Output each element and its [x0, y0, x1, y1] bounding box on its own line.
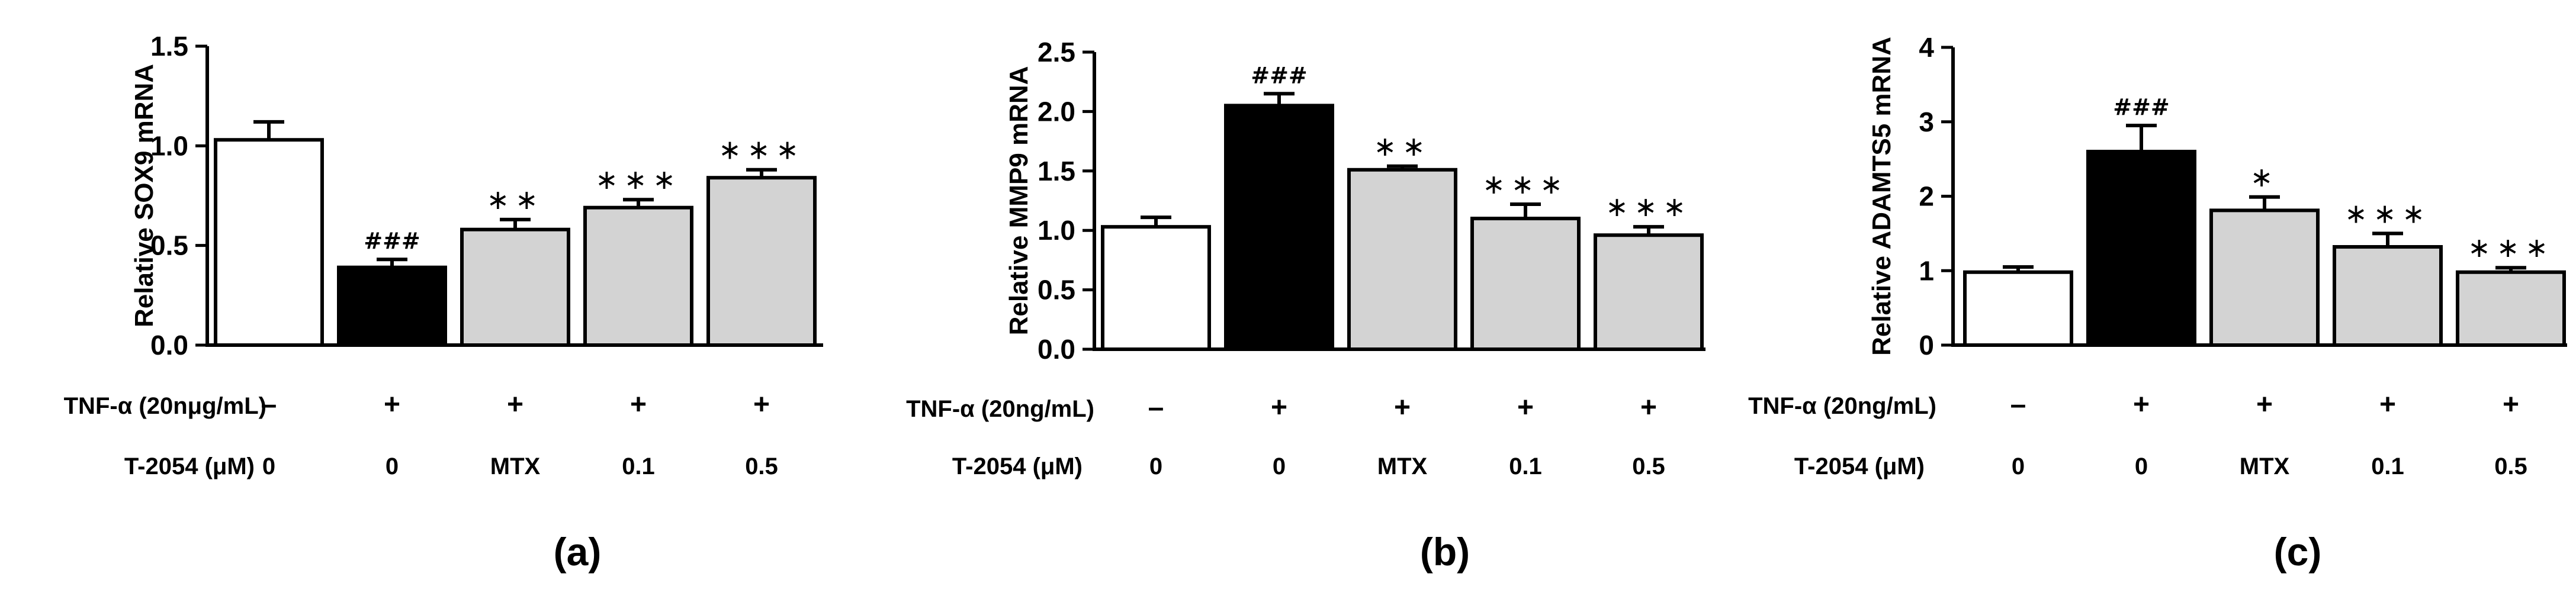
y-axis-title: Relative ADAMTS5 mRNA [1867, 37, 1896, 356]
significance-hash: ### [2113, 94, 2170, 120]
t2054-row-label: T-2054 (μM) [1794, 453, 1925, 479]
bar-1 [1963, 270, 2073, 347]
bar-5 [706, 176, 817, 347]
tnf-value: + [2256, 389, 2273, 420]
t2054-value: 0.5 [1632, 453, 1665, 479]
significance-hash: ### [364, 228, 420, 254]
t2054-row-label: T-2054 (μM) [124, 453, 255, 479]
tnf-row-label: TNF-α (20ng/mL) [906, 396, 1094, 422]
bar-3 [2209, 208, 2320, 347]
y-tick-label: 2 [1919, 181, 1934, 212]
t2054-value: 0 [1273, 453, 1286, 479]
t2054-value: 0.1 [1509, 453, 1542, 479]
tnf-value: – [2010, 389, 2026, 420]
y-tick-label: 0.5 [1038, 275, 1075, 305]
y-tick-label: 1.5 [150, 31, 188, 62]
significance-stars: ∗∗∗ [2344, 197, 2431, 229]
y-axis-title: Relative MMP9 mRNA [1004, 66, 1033, 336]
tnf-value: + [2503, 389, 2519, 420]
t2054-value: 0.5 [745, 453, 778, 479]
t2054-value: 0 [262, 453, 275, 479]
tnf-value: – [1148, 392, 1164, 423]
bar-5 [2456, 270, 2566, 347]
bar-2 [1224, 104, 1334, 352]
bar-4 [583, 205, 693, 347]
y-tick-label: 0.5 [150, 230, 188, 261]
t2054-row-label: T-2054 (μM) [952, 453, 1083, 479]
y-tick-label: 0 [1919, 330, 1934, 361]
significance-stars: ∗∗∗ [595, 163, 682, 195]
significance-stars: ∗∗∗ [1482, 168, 1569, 200]
t2054-value: 0.1 [2371, 453, 2404, 479]
panel-label: (b) [1420, 530, 1470, 574]
t2054-value: 0.5 [2494, 453, 2527, 479]
bar-2 [337, 265, 447, 347]
bar-2 [2086, 150, 2196, 347]
significance-stars: ∗ [2250, 161, 2279, 193]
bar-4 [2333, 245, 2443, 347]
tnf-value: + [384, 389, 400, 420]
tnf-value: + [2379, 389, 2396, 420]
tnf-value: + [1517, 392, 1534, 423]
tnf-value: + [507, 389, 523, 420]
t2054-value: MTX [490, 453, 541, 479]
t2054-value: MTX [1377, 453, 1428, 479]
tnf-row-label: TNF-α (20ng/mL) [1748, 393, 1936, 419]
t2054-value: MTX [2240, 453, 2290, 479]
y-tick-label: 4 [1919, 32, 1934, 63]
significance-hash: ### [1251, 62, 1308, 88]
chart-panel-3: 0 1 2 3 4 Relative ADAMTS5 mRNA – 0 ### +0 ∗ + MTX ∗∗… [1748, 32, 2567, 574]
bar-1 [1101, 225, 1211, 351]
significance-stars: ∗∗∗ [2468, 231, 2554, 263]
tnf-value: + [753, 389, 770, 420]
t2054-value: 0 [2135, 453, 2148, 479]
tnf-row-label: TNF-α (20nμg/mL) [64, 393, 266, 419]
bar-4 [1470, 217, 1581, 351]
y-tick-label: 3 [1919, 107, 1934, 137]
y-tick-label: 2.0 [1038, 96, 1075, 127]
t2054-value: 0.1 [622, 453, 655, 479]
significance-stars: ∗∗ [1373, 130, 1431, 162]
bar-3 [1347, 168, 1457, 351]
tnf-value: + [1394, 392, 1411, 423]
tnf-value: + [1271, 392, 1287, 423]
y-axis-title: Relative SOX9 mRNA [130, 64, 159, 327]
bar-3 [460, 227, 570, 347]
y-tick-label: 1.5 [1038, 156, 1075, 186]
y-tick-label: 2.5 [1038, 37, 1075, 67]
t2054-value: 0 [386, 453, 399, 479]
significance-stars: ∗∗∗ [1605, 191, 1692, 223]
t2054-value: 0 [2012, 453, 2025, 479]
tnf-value: – [261, 389, 277, 420]
tnf-value: + [1640, 392, 1657, 423]
panel-label: (a) [554, 530, 602, 574]
y-tick-label: 1.0 [1038, 215, 1075, 246]
bar-5 [1594, 233, 1704, 351]
t2054-value: 0 [1149, 453, 1162, 479]
y-tick-label: 0.0 [1038, 334, 1075, 365]
tnf-value: + [630, 389, 647, 420]
y-tick-label: 0.0 [150, 330, 188, 361]
tnf-value: + [2133, 389, 2150, 420]
y-tick-label: 1.0 [150, 130, 188, 161]
significance-stars: ∗∗ [486, 184, 544, 215]
significance-stars: ∗∗∗ [718, 134, 805, 166]
y-tick-label: 1 [1919, 255, 1934, 286]
bar-1 [214, 138, 324, 347]
panel-label: (c) [2274, 530, 2322, 574]
